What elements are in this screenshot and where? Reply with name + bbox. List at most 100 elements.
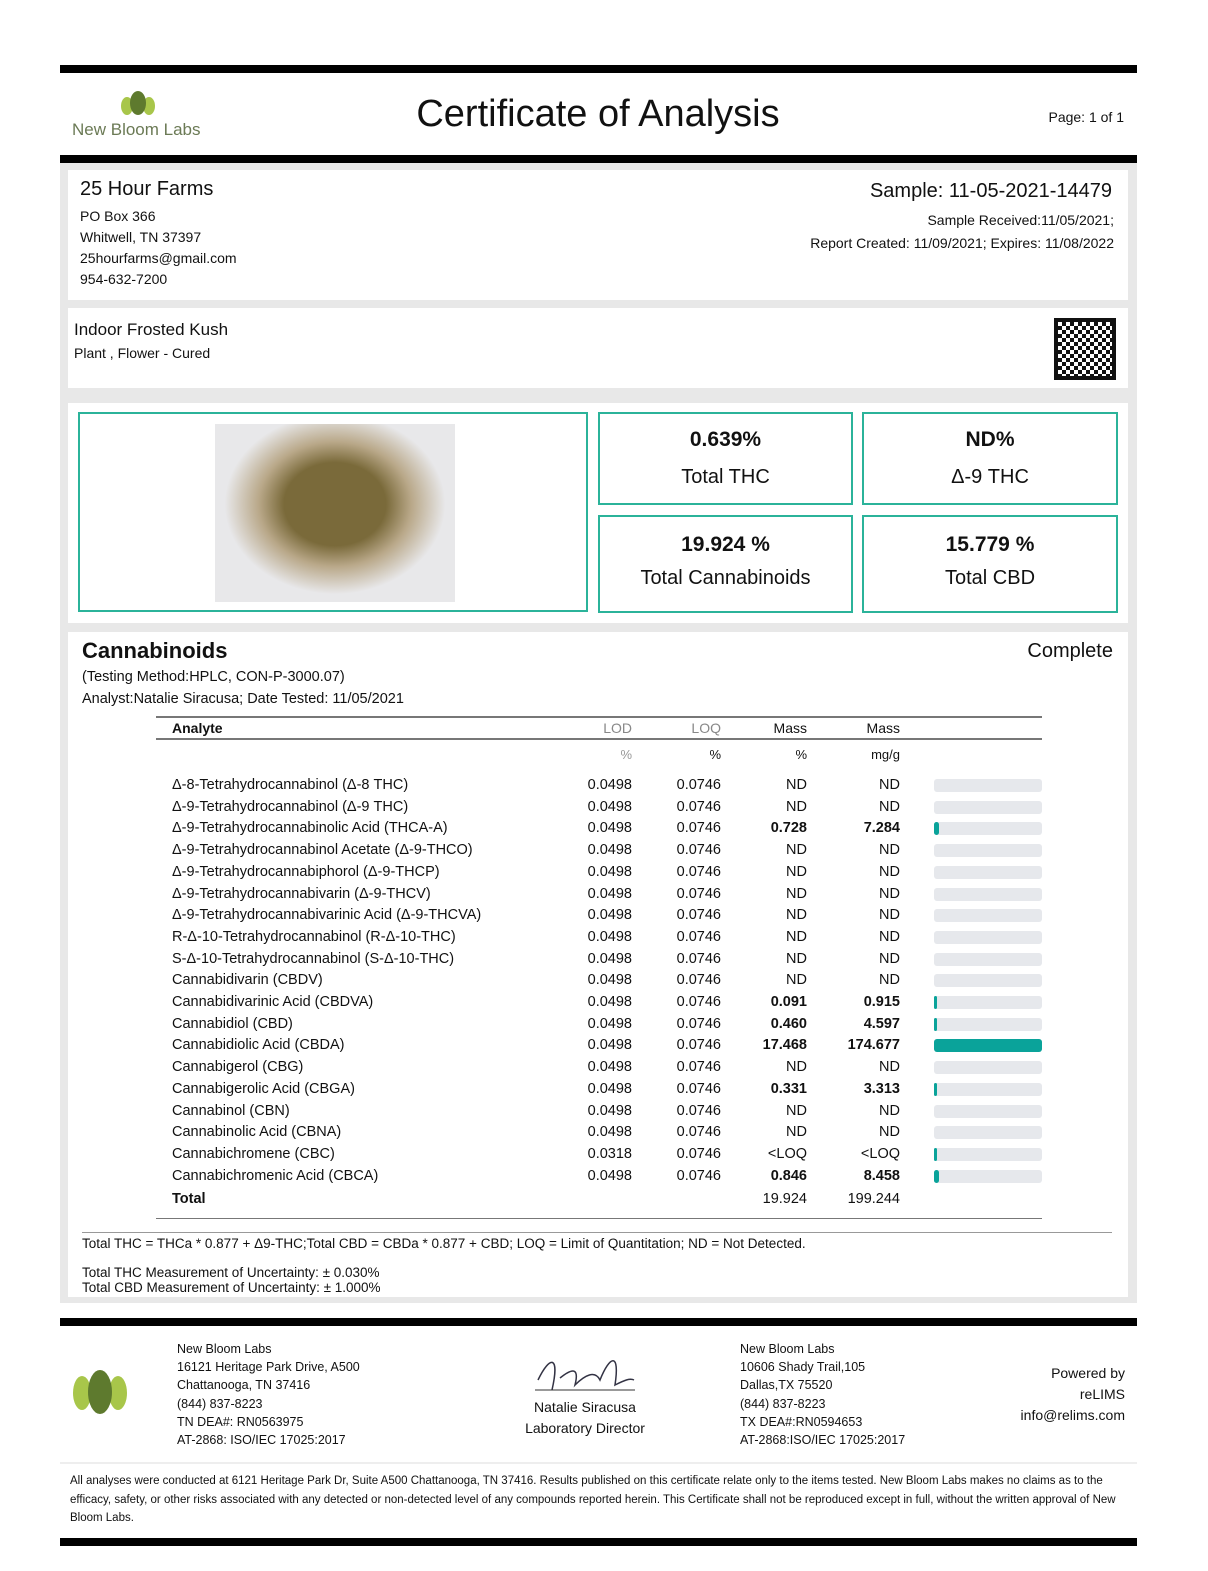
- analyte: Δ-9-Tetrahydrocannabiphorol (Δ-9-THCP): [172, 863, 440, 880]
- result-bar-track: [934, 865, 1042, 879]
- address-line: Chattanooga, TN 37416: [177, 1378, 311, 1393]
- mass-pct: ND: [786, 928, 807, 945]
- lod: 0.0498: [587, 798, 632, 815]
- summary-total-thc: 0.639% Total THC: [598, 412, 853, 505]
- lod: 0.0318: [587, 1145, 632, 1162]
- analyte: Cannabidivarin (CBDV): [172, 972, 323, 989]
- loq: 0.0746: [676, 1037, 721, 1054]
- mass-pct: ND: [786, 1102, 807, 1119]
- mass-mg: 4.597: [863, 1015, 900, 1032]
- result-bar-track: [934, 1126, 1042, 1140]
- table-row: Δ-9-Tetrahydrocannabivarin (Δ-9-THCV) 0.0…: [156, 884, 1042, 906]
- lod: 0.0498: [587, 1124, 632, 1141]
- analyte: Cannabidiol (CBD): [172, 1015, 293, 1032]
- table-row: Δ-9-Tetrahydrocannabinol Acetate (Δ-9-TH…: [156, 840, 1042, 862]
- loq: 0.0746: [676, 798, 721, 815]
- bottom-rule: [60, 1538, 1137, 1546]
- analyte: Cannabichromene (CBC): [172, 1145, 335, 1162]
- mass-pct: 0.460: [770, 1015, 807, 1032]
- lod: 0.0498: [587, 885, 632, 902]
- mass-mg: ND: [879, 1059, 900, 1076]
- mass-mg: ND: [879, 798, 900, 815]
- result-bar-track: [934, 930, 1042, 944]
- mass-mg: 3.313: [863, 1080, 900, 1097]
- client-name: 25 Hour Farms: [80, 178, 214, 200]
- result-bar: [934, 1017, 937, 1031]
- signature-icon: [530, 1350, 640, 1399]
- table-row: S-Δ-10-Tetrahydrocannabinol (S-Δ-10-THC)…: [156, 949, 1042, 971]
- sample-id: Sample: 11-05-2021-14479: [869, 180, 1112, 202]
- mass-mg: 7.284: [863, 820, 900, 837]
- total-row: Total 19.924 199.244: [156, 1189, 1042, 1211]
- client-panel: 25 Hour Farms PO Box 366 Whitwell, TN 373…: [68, 170, 1128, 300]
- result-bar-track: [934, 1061, 1042, 1075]
- qr-code-icon: [1054, 318, 1116, 380]
- status-text: Complete: [1027, 640, 1113, 662]
- table-row: R-Δ-10-Tetrahydrocannabinol (R-Δ-10-THC)…: [156, 927, 1042, 949]
- address-line: AT-2868: ISO/IEC 17025:2017: [177, 1433, 346, 1448]
- address-line: TN DEA#: RN0563975: [177, 1414, 304, 1429]
- mass-pct: 0.728: [770, 820, 807, 837]
- loq: 0.0746: [676, 972, 721, 989]
- footer-logo-icon: [70, 1370, 130, 1421]
- loq: 0.0746: [676, 950, 721, 967]
- mass-pct: 0.091: [770, 994, 807, 1010]
- summary-total-cannabinoids: 19.924 % Total Cannabinoids: [598, 515, 853, 613]
- result-bar-track: [934, 1147, 1042, 1161]
- result-bar: [934, 1147, 937, 1161]
- table-row: Cannabidiol (CBD) 0.0498 0.0746 0.460 4.597: [156, 1014, 1042, 1036]
- summary-total-cbd: 15.779 % Total CBD: [862, 515, 1118, 613]
- table-units: % % % mg/g: [620, 747, 900, 762]
- footer-rule: [60, 1318, 1137, 1326]
- mass-pct: ND: [786, 1059, 807, 1076]
- result-bar-track: [934, 1169, 1042, 1183]
- result-bar-track: [934, 996, 1042, 1009]
- mass-mg: 0.915: [863, 994, 900, 1010]
- table-row: Cannabigerolic Acid (CBGA) 0.0498 0.0746 0.…: [156, 1079, 1042, 1101]
- powered-by: Powered by reLIMS info@relims.com: [1020, 1365, 1125, 1423]
- divider: [60, 1462, 1137, 1464]
- loq: 0.0746: [676, 1102, 721, 1119]
- address-line: New Bloom Labs: [177, 1342, 272, 1356]
- mass-mg: 174.677: [847, 1037, 900, 1054]
- analyst: Analyst:Natalie Siracusa; Date Tested: 1…: [82, 691, 404, 707]
- result-bar-track: [934, 844, 1042, 858]
- total-label: Total: [172, 1191, 206, 1208]
- sample-photo-box: [78, 412, 588, 612]
- client-address: PO Box 366 Whitwell, TN 37397 25hourfarms@…: [80, 208, 237, 287]
- analyte: Δ-9-Tetrahydrocannabivarinic Acid (Δ-9-T…: [172, 907, 482, 924]
- analyte: Cannabinolic Acid (CBNA): [172, 1124, 342, 1141]
- mass-mg: ND: [879, 928, 900, 945]
- mass-pct: ND: [786, 907, 807, 924]
- mass-pct: ND: [786, 885, 807, 902]
- analyte: Cannabidiolic Acid (CBDA): [172, 1037, 345, 1054]
- table-row: Cannabichromenic Acid (CBCA) 0.0498 0.0746…: [156, 1166, 1042, 1188]
- table-row: Δ-9-Tetrahydrocannabinol (Δ-9 THC) 0.0498…: [156, 797, 1042, 819]
- table-row: Cannabinolic Acid (CBNA) 0.0498 0.0746 ND ND: [156, 1122, 1042, 1144]
- signer: Natalie Siracusa Laboratory Director: [525, 1399, 645, 1436]
- address-line: (844) 837-8223: [740, 1396, 826, 1411]
- address-line: AT-2868:ISO/IEC 17025:2017: [740, 1433, 906, 1448]
- lod: 0.0498: [587, 1080, 632, 1097]
- mass-pct: ND: [786, 863, 807, 880]
- loq: 0.0746: [676, 863, 721, 880]
- analyte: R-Δ-10-Tetrahydrocannabinol (R-Δ-10-THC): [172, 928, 456, 945]
- mass-mg: 8.458: [863, 1167, 900, 1184]
- lod: 0.0498: [587, 972, 632, 989]
- result-bar-track: [934, 1039, 1042, 1053]
- table-bottom-rule: [156, 1218, 1042, 1219]
- result-bar-track: [934, 779, 1042, 792]
- table-row: Δ-9-Tetrahydrocannabinolic Acid (THCA-A)…: [156, 818, 1042, 840]
- lod: 0.0498: [587, 1037, 632, 1054]
- lod: 0.0498: [587, 820, 632, 837]
- mass-pct: ND: [786, 842, 807, 859]
- lod: 0.0498: [587, 907, 632, 924]
- address-line: Dallas,TX 75520: [740, 1378, 833, 1393]
- mass-pct: ND: [786, 777, 807, 793]
- product-panel: Indoor Frosted Kush Plant , Flower - Cur…: [68, 308, 1128, 388]
- mass-mg: ND: [879, 885, 900, 902]
- page-number: Page: 1 of 1: [1048, 109, 1124, 125]
- analyte: Δ-9-Tetrahydrocannabinolic Acid (THCA-A): [172, 820, 448, 837]
- loq: 0.0746: [676, 994, 721, 1010]
- summary-d9-thc: ND% Δ-9 THC: [862, 412, 1118, 505]
